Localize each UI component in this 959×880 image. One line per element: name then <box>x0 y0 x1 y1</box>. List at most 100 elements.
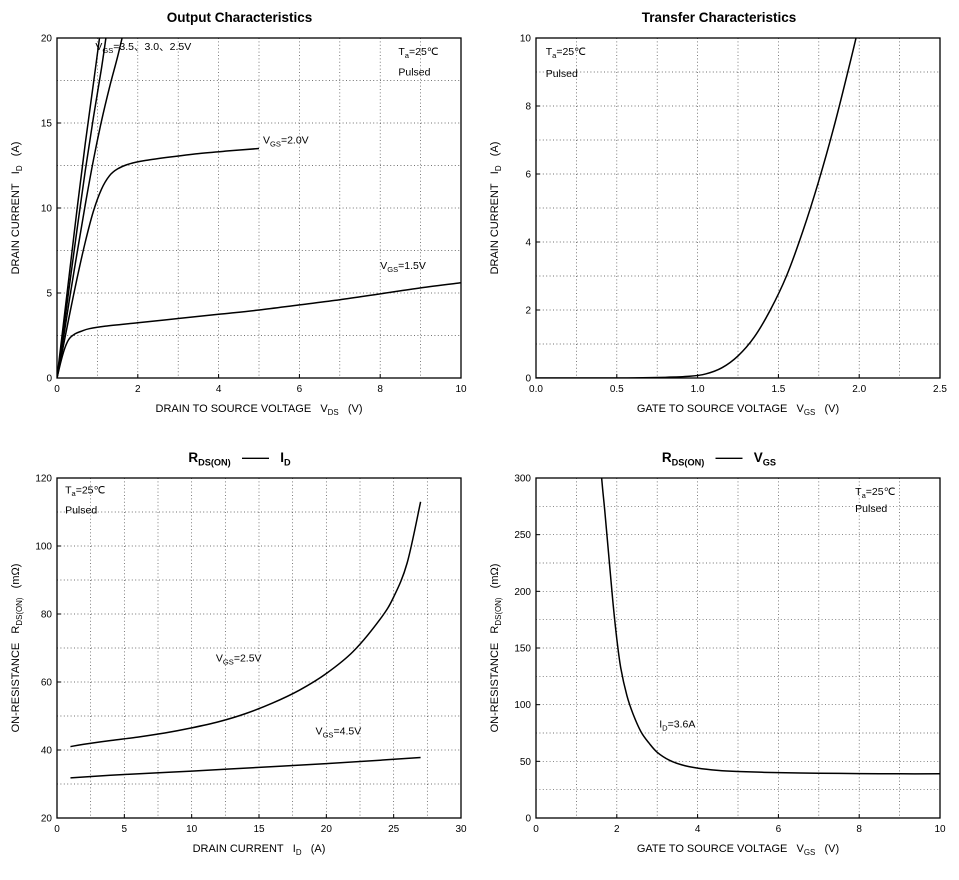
svg-text:200: 200 <box>514 587 531 598</box>
annotation-id-3.6a: ID=3.6A <box>659 718 695 732</box>
chart-title-rdson-vs-id: RDS(ON) —— ID <box>188 450 291 468</box>
grid-lines <box>536 38 940 378</box>
svg-text:20: 20 <box>320 824 332 835</box>
x-axis-label: DRAIN TO SOURCE VOLTAGE VDS (V) <box>155 403 362 417</box>
annotation-vgs-2.5v: VGS=2.5V <box>215 653 261 667</box>
svg-text:300: 300 <box>514 474 531 485</box>
svg-text:10: 10 <box>186 824 198 835</box>
annotation-pulsed: Pulsed <box>855 503 887 515</box>
svg-text:15: 15 <box>253 824 265 835</box>
svg-text:100: 100 <box>35 542 52 553</box>
x-axis-label: GATE TO SOURCE VOLTAGE VGS (V) <box>637 403 839 417</box>
svg-text:80: 80 <box>40 610 52 621</box>
svg-text:250: 250 <box>514 530 531 541</box>
svg-text:150: 150 <box>514 644 531 655</box>
chart-rdson-vs-vgs: RDS(ON) —— VGS 0 2 4 6 8 10 0 50 100 150 200 250 300… <box>479 440 959 880</box>
x-axis-label: DRAIN CURRENT ID (A) <box>192 843 325 857</box>
chart-title-rdson-vs-vgs: RDS(ON) —— VGS <box>661 450 777 468</box>
annotation-vgs-4.5v: VGS=4.5V <box>315 726 361 740</box>
svg-text:0: 0 <box>46 374 52 385</box>
svg-text:120: 120 <box>35 474 52 485</box>
svg-text:2: 2 <box>614 824 620 835</box>
svg-text:1.5: 1.5 <box>771 384 785 395</box>
svg-text:15: 15 <box>40 119 52 130</box>
svg-text:100: 100 <box>514 700 531 711</box>
svg-text:50: 50 <box>520 757 532 768</box>
svg-text:0: 0 <box>525 814 531 825</box>
tick-marks <box>56 477 461 819</box>
y-axis-label: DRAIN CURRENT ID (A) <box>10 142 24 275</box>
svg-text:0: 0 <box>54 384 60 395</box>
svg-text:2.5: 2.5 <box>933 384 947 395</box>
curve-vgs-2.0v <box>56 147 259 378</box>
grid-lines <box>56 38 461 378</box>
tick-labels: 0 2 4 6 8 10 0 5 10 15 20 <box>40 34 466 396</box>
annotation-vgs-2.0v: VGS=2.0V <box>263 134 309 148</box>
svg-text:10: 10 <box>40 204 52 215</box>
tick-marks <box>535 37 941 379</box>
svg-text:10: 10 <box>520 34 532 45</box>
svg-text:40: 40 <box>40 746 52 757</box>
svg-text:6: 6 <box>525 170 531 181</box>
curve-vgs-3.5v <box>56 38 100 378</box>
annotation-ta-25: Ta=25℃ <box>546 46 586 60</box>
svg-text:0: 0 <box>54 824 60 835</box>
chart-title-output-characteristics: Output Characteristics <box>166 10 313 25</box>
grid-lines <box>536 478 940 818</box>
svg-text:60: 60 <box>40 678 52 689</box>
svg-text:0: 0 <box>533 824 539 835</box>
curve-vgs-3.0v <box>56 38 107 378</box>
svg-text:25: 25 <box>388 824 400 835</box>
svg-text:5: 5 <box>46 289 52 300</box>
annotation-pulsed: Pulsed <box>65 505 97 517</box>
y-axis-label: DRAIN CURRENT ID (A) <box>489 142 503 275</box>
svg-text:0: 0 <box>525 374 531 385</box>
svg-text:8: 8 <box>856 824 862 835</box>
svg-text:6: 6 <box>776 824 782 835</box>
chart-canvas-rdson-vs-id: 0 5 10 15 20 25 30 20 40 60 80 100 120 DRAIN CURRENT … <box>10 474 467 858</box>
chart-output-characteristics: Output Characteristics 0 2 4 6 8 10 0 5 10 15 20 DR… <box>0 0 479 440</box>
tick-marks <box>56 37 461 379</box>
svg-text:20: 20 <box>40 814 52 825</box>
curve-id-vs-vgs <box>536 38 857 378</box>
svg-text:10: 10 <box>455 384 467 395</box>
svg-text:0.5: 0.5 <box>610 384 624 395</box>
svg-text:4: 4 <box>695 824 701 835</box>
svg-text:10: 10 <box>934 824 946 835</box>
tick-labels: 0 5 10 15 20 25 30 20 40 60 80 100 120 <box>35 474 467 836</box>
svg-text:4: 4 <box>525 238 531 249</box>
annotation-pulsed: Pulsed <box>398 66 430 78</box>
annotation-ta-25: Ta=25℃ <box>398 46 438 60</box>
svg-text:1.0: 1.0 <box>691 384 705 395</box>
svg-text:8: 8 <box>525 102 531 113</box>
svg-text:4: 4 <box>215 384 221 395</box>
y-axis-label: ON-RESISTANCE RDS(ON) (mΩ) <box>489 564 503 733</box>
chart-title-transfer-characteristics: Transfer Characteristics <box>641 10 797 25</box>
svg-text:2: 2 <box>525 306 531 317</box>
curve-vgs-2.5v <box>56 38 123 378</box>
chart-canvas-transfer-characteristics: 0.0 0.5 1.0 1.5 2.0 2.5 0 2 4 6 8 10 GATE TO SOURCE … <box>489 34 948 418</box>
y-axis-label: ON-RESISTANCE RDS(ON) (mΩ) <box>10 564 24 733</box>
svg-text:20: 20 <box>40 34 52 45</box>
svg-text:2: 2 <box>135 384 141 395</box>
curve-vgs-2.5v <box>69 501 421 748</box>
plot-border <box>535 37 941 379</box>
tick-labels: 0.0 0.5 1.0 1.5 2.0 2.5 0 2 4 6 8 10 <box>520 34 948 396</box>
svg-text:6: 6 <box>296 384 302 395</box>
curve-vgs-1.5v <box>56 282 461 378</box>
svg-text:0.0: 0.0 <box>529 384 543 395</box>
svg-text:8: 8 <box>377 384 383 395</box>
chart-transfer-characteristics: Transfer Characteristics 0.0 0.5 1.0 1.5 2.0… <box>479 0 959 440</box>
curve-vgs-4.5v <box>69 756 421 779</box>
svg-text:2.0: 2.0 <box>852 384 866 395</box>
svg-text:30: 30 <box>455 824 467 835</box>
annotation-pulsed: Pulsed <box>546 68 578 80</box>
x-axis-label: GATE TO SOURCE VOLTAGE VGS (V) <box>637 843 839 857</box>
chart-canvas-output-characteristics: 0 2 4 6 8 10 0 5 10 15 20 DRAIN TO SOURCE VOLTAGE V… <box>10 34 467 418</box>
svg-text:5: 5 <box>121 824 127 835</box>
curve-id-3.6a <box>600 478 940 775</box>
